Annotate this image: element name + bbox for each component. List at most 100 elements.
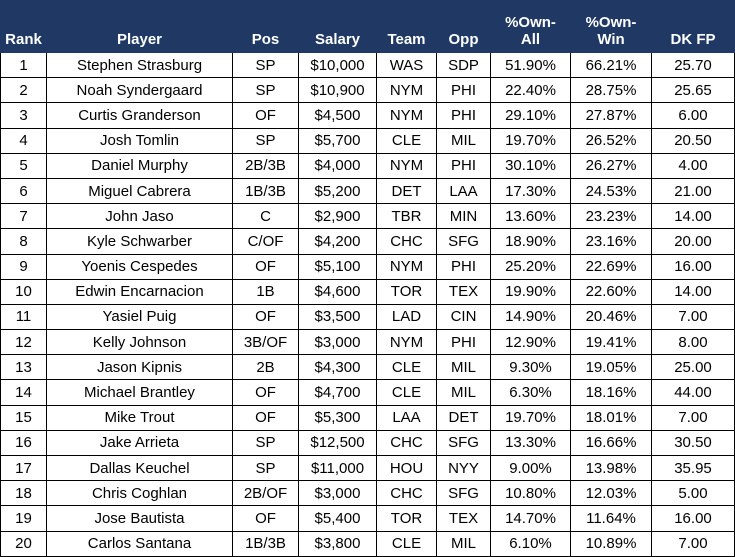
cell-salary: $4,200: [298, 228, 377, 255]
cell-dk-fp: 14.00: [651, 278, 735, 305]
cell-dk-fp: 30.50: [651, 429, 735, 457]
cell-dk-fp: 4.00: [651, 152, 735, 179]
cell-own-all: 25.20%: [490, 253, 571, 280]
cell-pos: 3B/OF: [232, 329, 299, 356]
cell-player: Curtis Granderson: [46, 102, 233, 129]
cell-salary: $5,700: [298, 127, 377, 154]
cell-dk-fp: 7.00: [651, 530, 735, 557]
cell-rank: 12: [0, 329, 47, 356]
cell-rank: 11: [0, 303, 47, 331]
cell-dk-fp: 25.70: [651, 51, 735, 79]
cell-opp: MIL: [436, 354, 491, 381]
cell-salary: $4,700: [298, 379, 377, 406]
cell-own-all: 19.70%: [490, 404, 571, 431]
cell-salary: $4,600: [298, 278, 377, 305]
cell-own-win: 27.87%: [570, 102, 652, 129]
cell-own-all: 22.40%: [490, 77, 571, 104]
cell-player: Josh Tomlin: [46, 127, 233, 154]
cell-dk-fp: 20.00: [651, 228, 735, 255]
cell-own-win: 28.75%: [570, 77, 652, 104]
cell-rank: 2: [0, 77, 47, 104]
cell-own-win: 10.89%: [570, 530, 652, 557]
cell-pos: SP: [232, 429, 299, 457]
cell-team: TOR: [376, 505, 437, 532]
cell-opp: PHI: [436, 329, 491, 356]
cell-opp: MIL: [436, 379, 491, 406]
cell-player: Yoenis Cespedes: [46, 253, 233, 280]
cell-opp: PHI: [436, 253, 491, 280]
cell-rank: 8: [0, 228, 47, 255]
cell-dk-fp: 44.00: [651, 379, 735, 406]
cell-player: Yasiel Puig: [46, 303, 233, 331]
cell-player: Mike Trout: [46, 404, 233, 431]
cell-team: CHC: [376, 228, 437, 255]
cell-own-win: 11.64%: [570, 505, 652, 532]
cell-team: HOU: [376, 454, 437, 482]
cell-team: CLE: [376, 379, 437, 406]
cell-own-win: 18.16%: [570, 379, 652, 406]
cell-player: Stephen Strasburg: [46, 51, 233, 79]
cell-pos: C: [232, 203, 299, 230]
cell-own-all: 30.10%: [490, 152, 571, 179]
cell-own-all: 17.30%: [490, 177, 571, 205]
cell-rank: 18: [0, 480, 47, 507]
table-body: 1 Stephen Strasburg SP $10,000 WAS SDP 51.90% 6…: [0, 51, 735, 557]
cell-pos: SP: [232, 127, 299, 154]
cell-opp: MIN: [436, 203, 491, 230]
cell-own-win: 19.41%: [570, 329, 652, 356]
cell-pos: 1B/3B: [232, 177, 299, 205]
cell-own-win: 13.98%: [570, 454, 652, 482]
cell-opp: CIN: [436, 303, 491, 331]
cell-pos: 1B/3B: [232, 530, 299, 557]
cell-opp: MIL: [436, 127, 491, 154]
cell-pos: OF: [232, 303, 299, 331]
cell-pos: OF: [232, 505, 299, 532]
column-header-own-win: %Own- Win: [570, 0, 652, 53]
cell-team: CLE: [376, 530, 437, 557]
cell-own-win: 23.16%: [570, 228, 652, 255]
cell-pos: 1B: [232, 278, 299, 305]
cell-opp: SFG: [436, 228, 491, 255]
cell-own-win: 26.27%: [570, 152, 652, 179]
table-row: 13 Jason Kipnis 2B $4,300 CLE MIL 9.30% 19.05% 2…: [0, 354, 735, 381]
cell-own-all: 9.00%: [490, 454, 571, 482]
cell-dk-fp: 20.50: [651, 127, 735, 154]
cell-rank: 4: [0, 127, 47, 154]
cell-rank: 1: [0, 51, 47, 79]
cell-salary: $10,900: [298, 77, 377, 104]
cell-pos: SP: [232, 51, 299, 79]
table-row: 9 Yoenis Cespedes OF $5,100 NYM PHI 25.20% 22.6…: [0, 253, 735, 280]
cell-rank: 10: [0, 278, 47, 305]
cell-own-all: 6.10%: [490, 530, 571, 557]
table-row: 1 Stephen Strasburg SP $10,000 WAS SDP 51.90% 6…: [0, 51, 735, 79]
cell-own-all: 6.30%: [490, 379, 571, 406]
cell-opp: PHI: [436, 102, 491, 129]
cell-dk-fp: 5.00: [651, 480, 735, 507]
table-row: 19 Jose Bautista OF $5,400 TOR TEX 14.70% 11.64…: [0, 505, 735, 532]
cell-team: CHC: [376, 429, 437, 457]
cell-salary: $5,200: [298, 177, 377, 205]
table-row: 10 Edwin Encarnacion 1B $4,600 TOR TEX 19.90% 2…: [0, 278, 735, 305]
column-header-player: Player: [46, 0, 233, 53]
cell-player: Kelly Johnson: [46, 329, 233, 356]
cell-salary: $5,100: [298, 253, 377, 280]
cell-pos: OF: [232, 253, 299, 280]
cell-salary: $5,400: [298, 505, 377, 532]
cell-pos: C/OF: [232, 228, 299, 255]
cell-pos: OF: [232, 379, 299, 406]
cell-team: NYM: [376, 102, 437, 129]
column-header-dk-fp: DK FP: [651, 0, 735, 53]
cell-salary: $2,900: [298, 203, 377, 230]
cell-rank: 7: [0, 203, 47, 230]
cell-player: Jake Arrieta: [46, 429, 233, 457]
cell-salary: $3,000: [298, 329, 377, 356]
cell-player: Michael Brantley: [46, 379, 233, 406]
cell-dk-fp: 21.00: [651, 177, 735, 205]
cell-salary: $4,000: [298, 152, 377, 179]
cell-dk-fp: 16.00: [651, 505, 735, 532]
column-header-rank: Rank: [0, 0, 47, 53]
cell-dk-fp: 25.00: [651, 354, 735, 381]
cell-own-all: 51.90%: [490, 51, 571, 79]
cell-rank: 13: [0, 354, 47, 381]
table-row: 3 Curtis Granderson OF $4,500 NYM PHI 29.10% 27…: [0, 102, 735, 129]
